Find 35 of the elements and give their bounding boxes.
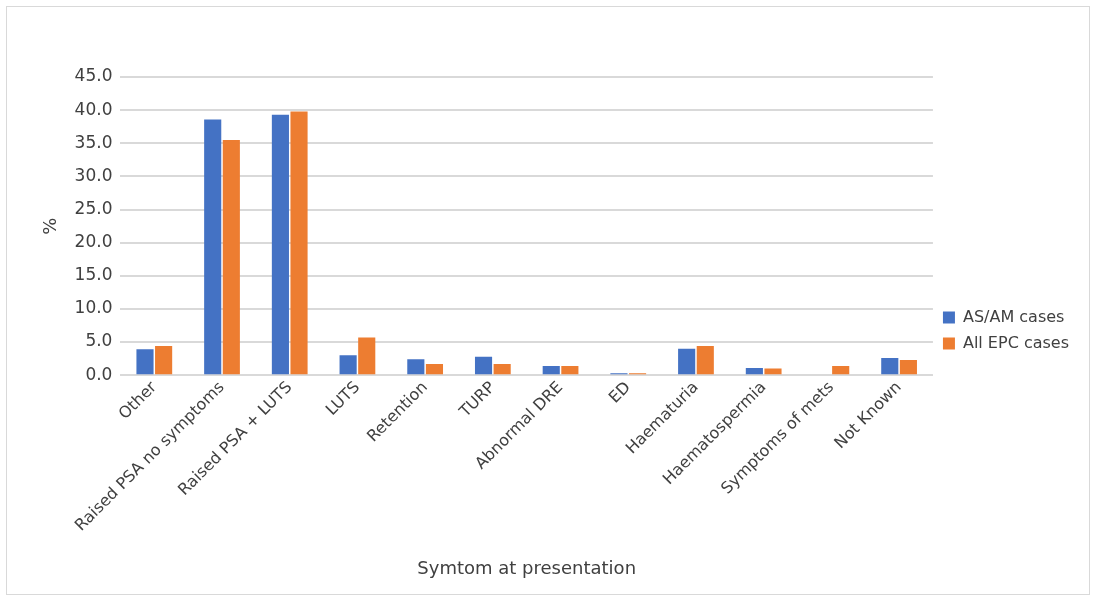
bar	[425, 363, 444, 375]
bar	[745, 367, 763, 375]
legend-label: AS/AM cases	[962, 306, 1065, 326]
bar	[474, 356, 493, 375]
bar	[678, 348, 696, 375]
bar	[339, 355, 357, 375]
y-tick-label: 0.0	[85, 363, 113, 384]
y-tick-label: 40.0	[74, 98, 113, 119]
y-tick-label: 35.0	[74, 131, 113, 152]
bar	[696, 346, 714, 375]
x-axis-title: Symtom at presentation	[417, 556, 637, 578]
y-tick-label: 45.0	[74, 65, 113, 86]
bar	[155, 346, 173, 375]
y-tick-label: 15.0	[74, 264, 113, 285]
bar	[204, 119, 222, 375]
y-tick-label: 30.0	[74, 164, 113, 185]
bar	[271, 114, 289, 375]
bar	[881, 357, 899, 375]
legend-label: All EPC cases	[962, 332, 1070, 352]
bar	[407, 359, 425, 375]
bar	[222, 139, 240, 375]
bar	[542, 365, 560, 375]
y-tick-label: 5.0	[85, 330, 113, 351]
bar	[493, 363, 511, 375]
bar	[136, 349, 154, 375]
bar	[899, 359, 917, 375]
y-tick-label: 10.0	[74, 297, 113, 318]
bar	[561, 365, 579, 375]
bar	[832, 365, 850, 375]
bar	[764, 368, 782, 375]
bar	[358, 337, 376, 375]
y-axis-title: %	[39, 217, 61, 235]
y-tick-label: 25.0	[74, 197, 113, 218]
bar	[290, 111, 308, 375]
y-tick-label: 20.0	[74, 231, 113, 252]
